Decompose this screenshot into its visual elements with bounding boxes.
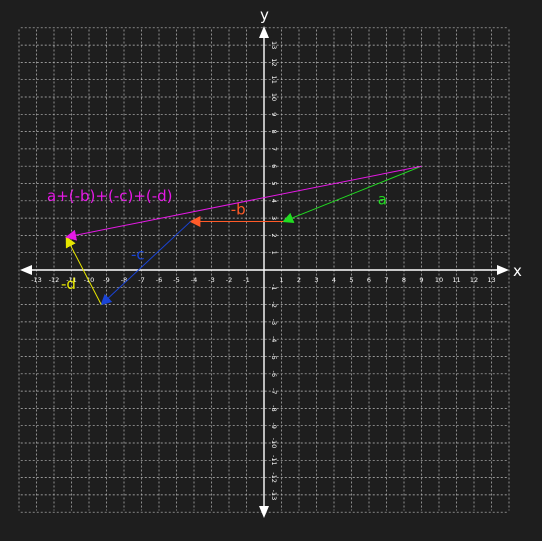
y-tick-label: -10 [270, 438, 278, 449]
y-tick-label: -8 [270, 405, 278, 411]
x-axis-label: x [513, 262, 522, 280]
vector-label: a+(-b)+(-c)+(-d) [47, 187, 173, 205]
x-tick-label: -13 [31, 276, 42, 284]
y-tick-label: 1 [270, 251, 278, 255]
y-tick-label: 7 [270, 147, 278, 151]
x-axis-arrow-right [497, 265, 509, 275]
vector-arrow [282, 165, 422, 223]
x-tick-label: 3 [314, 276, 318, 284]
x-tick-label: -3 [208, 276, 214, 284]
y-tick-label: 11 [270, 76, 278, 84]
y-tick-label: 10 [270, 93, 278, 101]
vector-label: -c [131, 246, 145, 264]
x-tick-label: -5 [173, 276, 179, 284]
y-tick-label: -13 [270, 490, 278, 501]
x-tick-label: -2 [226, 276, 232, 284]
y-tick-label: 5 [270, 181, 278, 185]
x-tick-label: 4 [332, 276, 336, 284]
x-tick-label: -6 [156, 276, 162, 284]
x-tick-label: -12 [49, 276, 60, 284]
y-tick-label: -1 [270, 284, 278, 290]
x-tick-label: -11 [66, 276, 77, 284]
vector-arrow [65, 165, 422, 241]
y-tick-label: -5 [270, 353, 278, 359]
x-tick-label: -8 [121, 276, 127, 284]
x-tick-label: 2 [297, 276, 301, 284]
x-tick-label: 5 [349, 276, 353, 284]
x-tick-label: -4 [191, 276, 197, 284]
y-tick-label: -2 [270, 301, 278, 307]
y-tick-label: -7 [270, 388, 278, 394]
x-tick-label: -9 [103, 276, 109, 284]
y-tick-label: -9 [270, 422, 278, 428]
y-tick-label: 6 [270, 164, 278, 168]
y-tick-label: 13 [270, 41, 278, 49]
y-axis-label: y [260, 6, 269, 24]
y-axis-arrow-up [259, 26, 269, 38]
y-axis-arrow-down [259, 506, 269, 518]
x-tick-label: 13 [487, 276, 495, 284]
x-tick-label: 6 [367, 276, 371, 284]
y-tick-label: 2 [270, 233, 278, 237]
x-tick-label: 8 [402, 276, 406, 284]
x-tick-label: 12 [470, 276, 478, 284]
vector-label: -b [231, 201, 246, 219]
x-tick-label: -7 [138, 276, 144, 284]
x-tick-label: 1 [279, 276, 283, 284]
vector-label: a [378, 190, 387, 208]
vector-label: -d [61, 275, 76, 293]
y-tick-label: -4 [270, 336, 278, 342]
y-tick-label: 8 [270, 130, 278, 134]
vectors: a -b -c -d a+(-b)+(-c)+(-d) [47, 165, 422, 306]
x-tick-label: 11 [452, 276, 460, 284]
axes: x y [20, 6, 522, 518]
y-tick-label: 9 [270, 112, 278, 116]
x-tick-label: 9 [419, 276, 423, 284]
x-tick-label: 7 [384, 276, 388, 284]
x-tick-label: 10 [435, 276, 443, 284]
y-tick-label: 12 [270, 58, 278, 66]
x-tick-label: -1 [243, 276, 249, 284]
vector-arrow [100, 221, 191, 306]
vector-arrow [65, 236, 102, 305]
y-tick-label: 3 [270, 216, 278, 220]
y-tick-label: -3 [270, 319, 278, 325]
y-tick-label: 4 [270, 199, 278, 203]
y-tick-label: -11 [270, 455, 278, 466]
y-tick-label: -12 [270, 472, 278, 483]
y-tick-label: -6 [270, 371, 278, 377]
x-axis-arrow-left [20, 265, 32, 275]
